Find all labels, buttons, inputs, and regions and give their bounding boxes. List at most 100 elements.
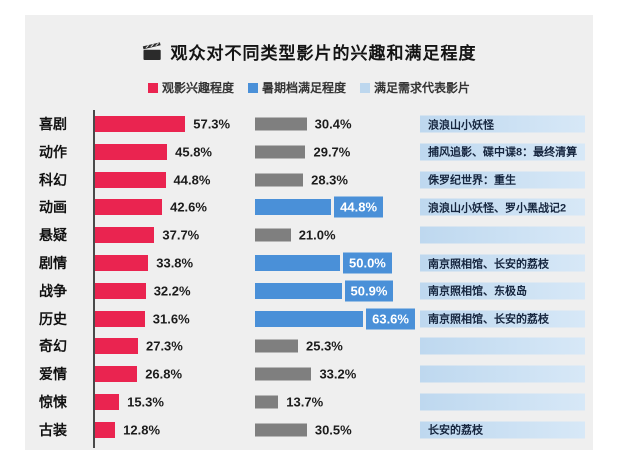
interest-value: 26.8% (145, 366, 183, 382)
satisfaction-value: 33.2% (319, 366, 357, 382)
satisfaction-bar (255, 228, 291, 242)
legend-swatch-icon (147, 82, 158, 93)
satisfaction-value: 44.8% (334, 196, 384, 218)
legend-label: 暑期档满足程度 (261, 81, 346, 95)
chart-row: 奇幻 27.3% 25.3% (25, 332, 593, 360)
film-label: 浪浪山小妖怪 (428, 119, 494, 131)
legend-label: 观影兴趣程度 (161, 81, 234, 95)
satisfaction-bar (255, 310, 364, 327)
satisfaction-value: 28.3% (311, 172, 348, 188)
chart-area: 喜剧 57.3% 30.4% 浪浪山小妖怪动作 45.8% 29.7% 捕风追影、碟中谍8：… (25, 110, 593, 450)
category-label: 爱情 (39, 366, 67, 383)
clapperboard-icon (142, 42, 163, 61)
film-band: 浪浪山小妖怪、罗小黑战记2 (420, 198, 585, 216)
interest-bar (95, 366, 138, 383)
interest-value: 45.8% (175, 144, 212, 160)
film-band: 南京照相馆、长安的荔枝 (420, 254, 585, 272)
satisfaction-value: 21.0% (298, 227, 336, 243)
axis-line (93, 110, 95, 448)
film-label: 南京照相馆、东极岛 (428, 285, 527, 298)
satisfaction-bar (255, 117, 307, 131)
satisfaction-value: 63.6% (366, 308, 415, 330)
interest-value: 44.8% (173, 172, 211, 188)
interest-value: 31.6% (152, 311, 190, 327)
category-label: 战争 (39, 282, 67, 299)
interest-value: 57.3% (193, 116, 231, 132)
chart-row: 剧情 33.8% 50.0% 南京照相馆、长安的荔枝 (25, 249, 593, 277)
film-band (420, 393, 585, 411)
title-row: 观众对不同类型影片的兴趣和满足程度 (25, 39, 593, 64)
satisfaction-value: 29.7% (313, 144, 351, 160)
category-label: 喜剧 (39, 116, 67, 132)
chart-row: 喜剧 57.3% 30.4% 浪浪山小妖怪 (25, 110, 593, 138)
satisfaction-value: 30.5% (314, 422, 352, 438)
satisfaction-bar (255, 282, 342, 299)
satisfaction-value: 25.3% (306, 338, 343, 354)
interest-bar (95, 116, 186, 132)
chart-card: 观众对不同类型影片的兴趣和满足程度 观影兴趣程度 暑期档满足程度 满足需求代表影片 … (25, 15, 593, 450)
film-band: 浪浪山小妖怪 (420, 115, 585, 133)
chart-row: 古装 12.8% 30.5% 长安的荔枝 (25, 416, 593, 444)
legend-swatch-icon (360, 82, 370, 93)
interest-bar (95, 199, 163, 216)
satisfaction-value: 50.9% (344, 280, 394, 302)
satisfaction-bar (255, 395, 279, 409)
film-label: 侏罗纪世界：重生 (428, 174, 516, 187)
film-label: 浪浪山小妖怪、罗小黑战记2 (428, 202, 567, 215)
film-label: 捕风追影、碟中谍8：最终清算 (428, 146, 578, 159)
interest-value: 32.2% (153, 283, 191, 299)
film-label: 南京照相馆、长安的荔枝 (428, 313, 549, 326)
satisfaction-bar (255, 199, 332, 216)
interest-bar (95, 421, 116, 438)
category-label: 惊悚 (39, 394, 67, 410)
film-band: 南京照相馆、长安的荔枝 (420, 310, 585, 328)
satisfaction-bar (255, 145, 306, 159)
interest-value: 42.6% (170, 199, 207, 215)
satisfaction-value: 50.0% (343, 252, 392, 274)
category-label: 动作 (39, 143, 67, 160)
film-band: 南京照相馆、东极岛 (420, 282, 585, 300)
satisfaction-value: 30.4% (314, 116, 352, 132)
interest-value: 33.8% (156, 255, 194, 271)
chart-row: 爱情 26.8% 33.2% (25, 360, 593, 388)
chart-row: 动画 42.6% 44.8% 浪浪山小妖怪、罗小黑战记2 (25, 193, 593, 221)
interest-bar (95, 310, 145, 327)
interest-bar (95, 255, 149, 271)
film-band: 长安的荔枝 (420, 421, 585, 439)
film-band (420, 337, 585, 355)
chart-row: 历史 31.6% 63.6% 南京照相馆、长安的荔枝 (25, 305, 593, 333)
satisfaction-bar (255, 173, 304, 187)
category-label: 科幻 (39, 171, 67, 188)
category-label: 古装 (39, 421, 67, 438)
interest-value: 12.8% (123, 422, 161, 438)
film-label: 南京照相馆、长安的荔枝 (428, 258, 549, 270)
chart-row: 悬疑 37.7% 21.0% (25, 221, 593, 249)
chart-row: 惊悚 15.3% 13.7% (25, 388, 593, 416)
legend: 观影兴趣程度 暑期档满足程度 满足需求代表影片 (25, 79, 593, 96)
satisfaction-bar (255, 255, 340, 271)
satisfaction-value: 13.7% (286, 394, 324, 410)
category-label: 历史 (39, 310, 67, 327)
film-band: 捕风追影、碟中谍8：最终清算 (420, 143, 585, 161)
legend-item: 满足需求代表影片 (360, 79, 470, 96)
legend-swatch-icon (247, 82, 258, 93)
film-label: 长安的荔枝 (428, 424, 483, 437)
legend-item: 暑期档满足程度 (247, 79, 346, 96)
interest-bar (95, 143, 168, 160)
satisfaction-bar (255, 339, 298, 353)
chart-row: 科幻 44.8% 28.3% 侏罗纪世界：重生 (25, 166, 593, 194)
chart-row: 战争 32.2% 50.9% 南京照相馆、东极岛 (25, 277, 593, 305)
interest-bar (95, 227, 155, 244)
category-label: 动画 (39, 199, 67, 216)
chart-row: 动作 45.8% 29.7% 捕风追影、碟中谍8：最终清算 (25, 138, 593, 166)
film-band (420, 365, 585, 383)
legend-item: 观影兴趣程度 (147, 79, 234, 96)
interest-value: 15.3% (127, 394, 164, 410)
category-label: 剧情 (39, 255, 67, 271)
interest-value: 27.3% (145, 338, 183, 354)
category-label: 悬疑 (39, 227, 67, 244)
interest-bar (95, 338, 138, 355)
interest-bar (95, 394, 120, 410)
chart-title: 观众对不同类型影片的兴趣和满足程度 (170, 44, 477, 63)
